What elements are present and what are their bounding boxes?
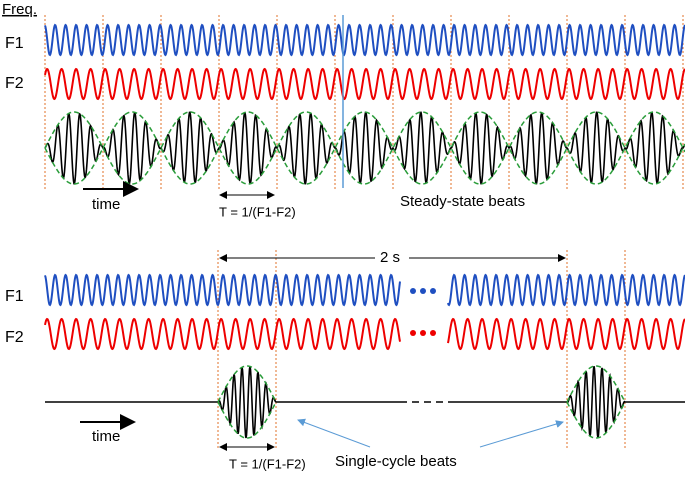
time-label: time — [92, 428, 120, 445]
f1-label: F1 — [5, 35, 24, 52]
beat-wave — [448, 366, 685, 438]
f1-label: F1 — [5, 288, 24, 305]
label-bg — [375, 249, 409, 267]
f1-wave — [44, 23, 685, 57]
f2-wave — [44, 67, 685, 101]
f2-label: F2 — [5, 75, 24, 92]
pointer — [479, 420, 564, 448]
envelope — [217, 401, 277, 439]
f1-wave — [447, 273, 685, 307]
f1-wave — [44, 273, 401, 307]
pointer — [297, 418, 371, 448]
beat-wave — [44, 111, 685, 185]
period-label: T = 1/(F1-F2) — [229, 456, 306, 471]
envelope — [44, 146, 685, 185]
envelope — [44, 111, 685, 150]
f2-label: F2 — [5, 329, 24, 346]
caption: Single-cycle beats — [335, 453, 457, 470]
ellipsis — [410, 288, 436, 336]
f2-wave — [447, 317, 685, 351]
envelope — [217, 365, 277, 403]
duration-label: 2 s — [380, 249, 400, 266]
envelope — [566, 401, 626, 439]
period-label: T = 1/(F1-F2) — [219, 204, 296, 219]
waves — [44, 15, 685, 450]
time-label: time — [92, 196, 120, 213]
freq-header: Freq. — [2, 1, 37, 18]
caption: Steady-state beats — [400, 193, 525, 210]
f2-wave — [44, 317, 401, 351]
envelope — [566, 365, 626, 403]
